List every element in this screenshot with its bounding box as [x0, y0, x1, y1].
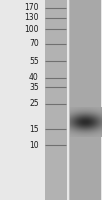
- Bar: [69, 0, 101, 200]
- Text: 25: 25: [29, 99, 39, 108]
- Text: 130: 130: [24, 14, 39, 22]
- Text: 55: 55: [29, 56, 39, 66]
- Text: 35: 35: [29, 83, 39, 92]
- Text: 40: 40: [29, 73, 39, 82]
- Text: 10: 10: [29, 140, 39, 149]
- Text: 70: 70: [29, 40, 39, 48]
- Text: 100: 100: [24, 24, 39, 33]
- Text: 15: 15: [29, 124, 39, 134]
- Bar: [45, 0, 67, 200]
- Text: 170: 170: [24, 3, 39, 12]
